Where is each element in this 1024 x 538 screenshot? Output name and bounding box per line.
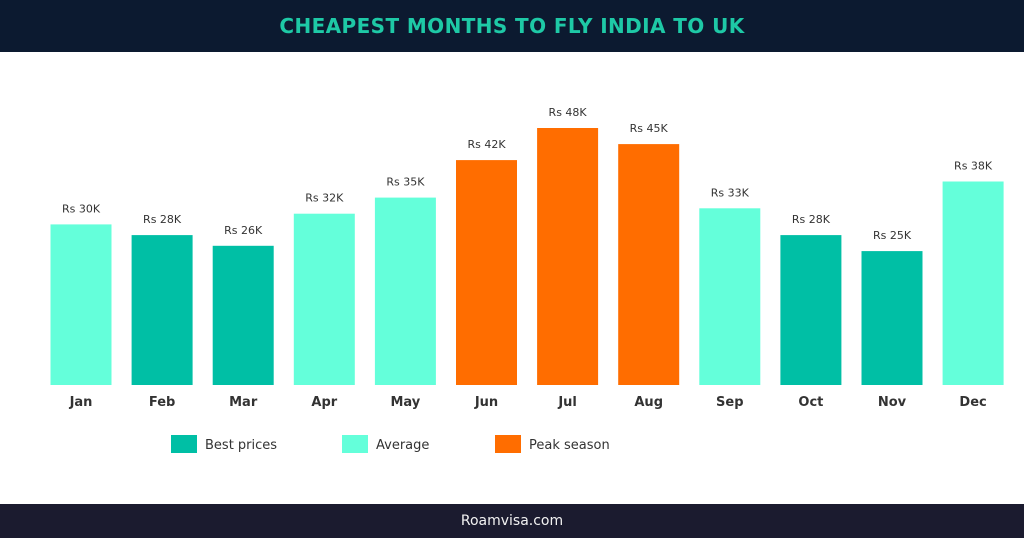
data-label-jun: Rs 42K <box>467 138 506 151</box>
bar-jan <box>50 224 112 385</box>
data-label-apr: Rs 32K <box>305 192 344 205</box>
legend-label-best: Best prices <box>205 438 277 453</box>
data-label-dec: Rs 38K <box>954 160 993 173</box>
bar-chart: Rs 30K Jan Rs 28K Feb Rs 26K Mar Rs 32K Apr Rs 3… <box>50 106 1004 453</box>
x-tick-dec: Dec <box>959 395 986 410</box>
x-tick-jul: Jul <box>557 395 577 410</box>
legend-swatch-average <box>342 435 368 453</box>
data-label-feb: Rs 28K <box>143 213 182 226</box>
bar-nov <box>861 251 923 385</box>
legend-swatch-peak <box>495 435 521 453</box>
bar-sep <box>699 208 761 385</box>
legend-swatch-best <box>171 435 197 453</box>
data-label-may: Rs 35K <box>386 176 425 189</box>
x-tick-mar: Mar <box>229 395 258 410</box>
bar-aug <box>618 144 680 385</box>
chart-header: CHEAPEST MONTHS TO FLY INDIA TO UK <box>0 0 1024 52</box>
x-tick-apr: Apr <box>311 395 337 410</box>
data-label-sep: Rs 33K <box>711 186 750 199</box>
bar-may <box>374 197 436 385</box>
bar-mar <box>212 245 274 385</box>
footer: Roamvisa.com <box>0 504 1024 538</box>
data-label-oct: Rs 28K <box>792 213 831 226</box>
x-tick-aug: Aug <box>634 395 663 410</box>
chart-title: CHEAPEST MONTHS TO FLY INDIA TO UK <box>279 14 745 38</box>
bar-feb <box>131 235 193 385</box>
x-tick-nov: Nov <box>878 395 907 410</box>
x-tick-may: May <box>391 395 421 410</box>
chart-area: Rs 30K Jan Rs 28K Feb Rs 26K Mar Rs 32K Apr Rs 3… <box>0 52 1024 504</box>
bar-jun <box>456 160 517 385</box>
x-tick-sep: Sep <box>716 395 744 410</box>
legend-label-peak: Peak season <box>529 438 610 453</box>
data-label-jul: Rs 48K <box>549 106 588 119</box>
bar-jul <box>537 128 599 385</box>
data-label-jan: Rs 30K <box>62 202 101 215</box>
bar-oct <box>780 235 842 385</box>
bar-apr <box>293 213 355 385</box>
data-label-aug: Rs 45K <box>630 122 669 135</box>
data-label-mar: Rs 26K <box>224 224 263 237</box>
bar-dec <box>942 181 1004 385</box>
x-tick-jan: Jan <box>69 395 93 410</box>
x-tick-feb: Feb <box>149 395 175 410</box>
x-tick-jun: Jun <box>474 395 498 410</box>
footer-site-name: Roamvisa.com <box>460 513 564 529</box>
data-label-nov: Rs 25K <box>873 229 912 242</box>
legend-label-average: Average <box>376 438 429 453</box>
x-tick-oct: Oct <box>798 395 823 410</box>
